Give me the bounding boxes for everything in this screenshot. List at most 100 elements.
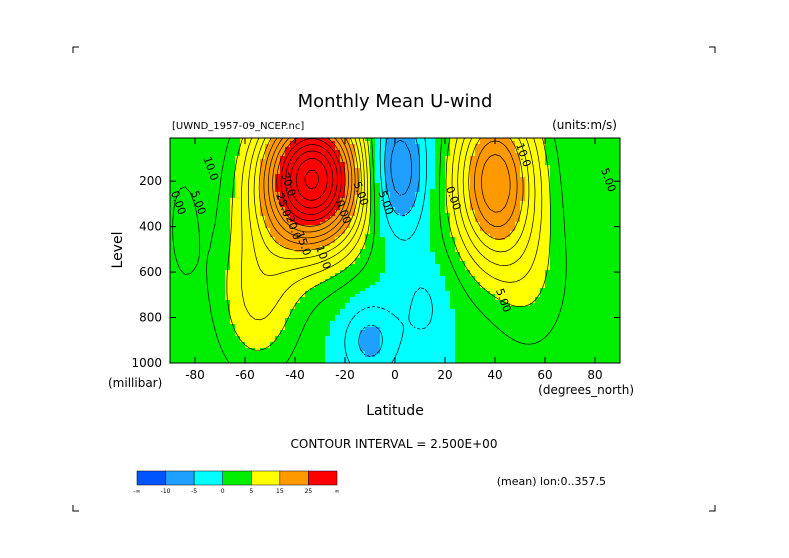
field-cell bbox=[545, 270, 551, 274]
field-cell bbox=[615, 210, 621, 214]
field-cell bbox=[510, 144, 516, 148]
field-cell bbox=[210, 147, 216, 151]
field-cell bbox=[470, 219, 476, 223]
field-cell bbox=[405, 216, 411, 220]
field-cell bbox=[245, 204, 251, 208]
field-cell bbox=[225, 153, 231, 157]
field-cell bbox=[275, 267, 281, 271]
field-cell bbox=[460, 174, 466, 178]
field-cell bbox=[510, 147, 516, 151]
field-cell bbox=[545, 153, 551, 157]
field-cell bbox=[595, 189, 601, 193]
field-cell bbox=[610, 159, 616, 163]
field-cell bbox=[595, 198, 601, 202]
field-cell bbox=[500, 171, 506, 175]
field-cell bbox=[415, 294, 421, 298]
field-cell bbox=[515, 243, 521, 247]
field-cell bbox=[230, 255, 236, 259]
field-cell bbox=[570, 174, 576, 178]
field-cell bbox=[375, 234, 381, 238]
field-cell bbox=[455, 258, 461, 262]
field-cell bbox=[430, 153, 436, 157]
field-cell bbox=[275, 258, 281, 262]
field-cell bbox=[415, 183, 421, 187]
field-cell bbox=[175, 186, 181, 190]
field-cell bbox=[560, 267, 566, 271]
field-cell bbox=[585, 255, 591, 259]
field-cell bbox=[405, 168, 411, 172]
field-cell bbox=[270, 219, 276, 223]
field-cell bbox=[600, 183, 606, 187]
field-cell bbox=[555, 276, 561, 280]
field-cell bbox=[610, 204, 616, 208]
field-cell bbox=[280, 297, 286, 301]
field-cell bbox=[610, 300, 616, 304]
field-cell bbox=[195, 222, 201, 226]
field-cell bbox=[420, 165, 426, 169]
field-cell bbox=[195, 300, 201, 304]
field-cell bbox=[615, 213, 621, 217]
field-cell bbox=[180, 141, 186, 145]
field-cell bbox=[275, 180, 281, 184]
field-cell bbox=[525, 189, 531, 193]
field-cell bbox=[455, 198, 461, 202]
field-cell bbox=[435, 261, 441, 265]
field-cell bbox=[410, 276, 416, 280]
field-cell bbox=[425, 270, 431, 274]
field-cell bbox=[445, 159, 451, 163]
field-cell bbox=[550, 285, 556, 289]
field-cell bbox=[565, 138, 571, 142]
field-cell bbox=[485, 216, 491, 220]
field-cell bbox=[340, 294, 346, 298]
field-cell bbox=[190, 270, 196, 274]
field-cell bbox=[360, 261, 366, 265]
field-cell bbox=[290, 141, 296, 145]
field-cell bbox=[200, 195, 206, 199]
field-cell bbox=[365, 225, 371, 229]
field-cell bbox=[445, 168, 451, 172]
field-cell bbox=[290, 198, 296, 202]
field-cell bbox=[515, 201, 521, 205]
field-cell bbox=[240, 162, 246, 166]
field-cell bbox=[235, 177, 241, 181]
field-cell bbox=[455, 162, 461, 166]
field-cell bbox=[555, 282, 561, 286]
field-cell bbox=[510, 297, 516, 301]
field-cell bbox=[265, 291, 271, 295]
field-cell bbox=[490, 156, 496, 160]
field-cell bbox=[390, 237, 396, 241]
field-cell bbox=[550, 231, 556, 235]
field-cell bbox=[240, 192, 246, 196]
field-cell bbox=[325, 174, 331, 178]
field-cell bbox=[595, 300, 601, 304]
field-cell bbox=[475, 183, 481, 187]
field-cell bbox=[270, 204, 276, 208]
field-cell bbox=[450, 153, 456, 157]
field-cell bbox=[560, 297, 566, 301]
field-cell bbox=[520, 234, 526, 238]
field-cell bbox=[495, 279, 501, 283]
field-cell bbox=[500, 168, 506, 172]
field-cell bbox=[395, 264, 401, 268]
field-cell bbox=[480, 249, 486, 253]
field-cell bbox=[340, 180, 346, 184]
field-cell bbox=[305, 246, 311, 250]
field-cell bbox=[440, 273, 446, 277]
field-cell bbox=[380, 255, 386, 259]
field-cell bbox=[200, 225, 206, 229]
field-cell bbox=[315, 225, 321, 229]
field-cell bbox=[415, 186, 421, 190]
field-cell bbox=[275, 282, 281, 286]
field-cell bbox=[200, 162, 206, 166]
field-cell bbox=[235, 234, 241, 238]
field-cell bbox=[545, 285, 551, 289]
field-cell bbox=[500, 297, 506, 301]
field-cell bbox=[505, 243, 511, 247]
field-cell bbox=[310, 168, 316, 172]
field-cell bbox=[560, 162, 566, 166]
field-cell bbox=[200, 153, 206, 157]
field-cell bbox=[210, 288, 216, 292]
field-cell bbox=[515, 297, 521, 301]
field-cell bbox=[545, 195, 551, 199]
field-cell bbox=[580, 186, 586, 190]
